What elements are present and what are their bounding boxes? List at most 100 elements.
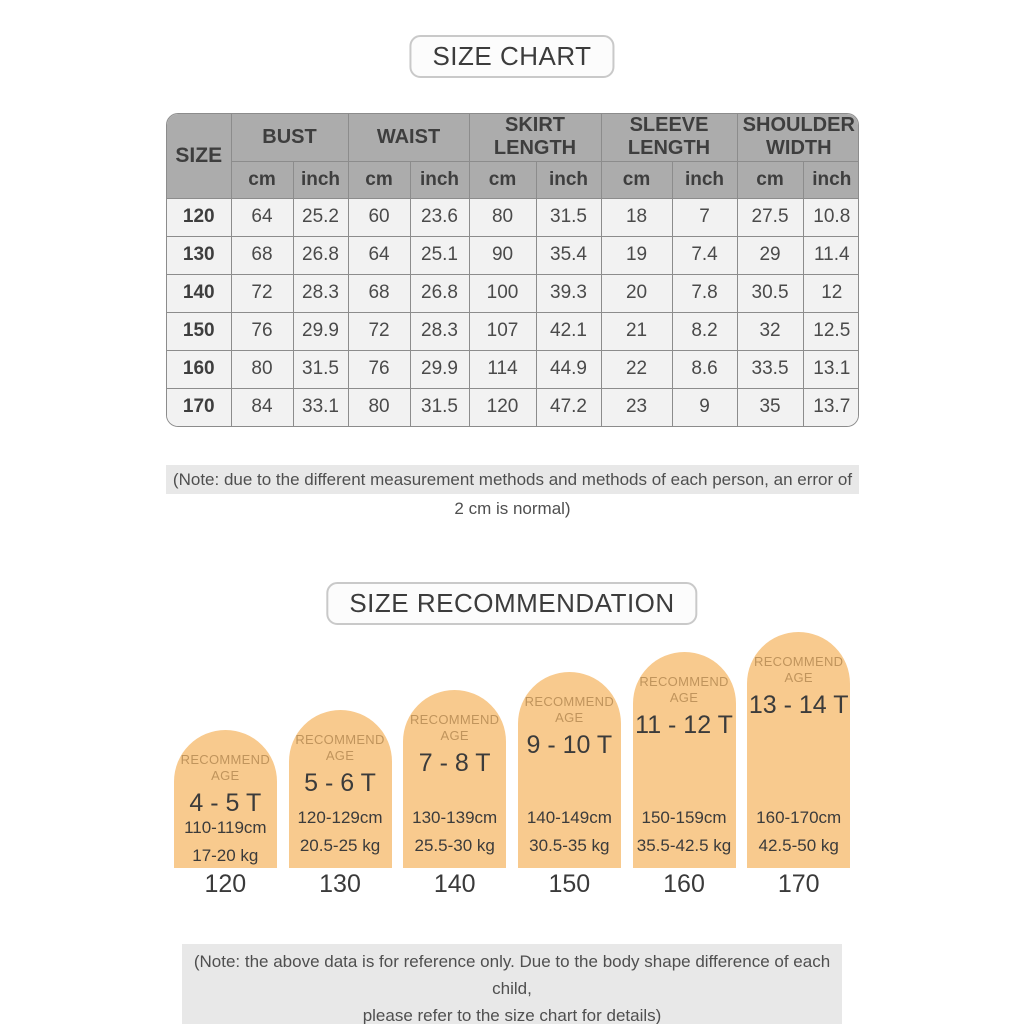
recommendation-card-130: RECOMMEND AGE 5 - 6 T 120-129cm 20.5-25 … bbox=[288, 710, 392, 868]
cell: 31.5 bbox=[535, 197, 602, 237]
recommendation-card-170: RECOMMEND AGE 13 - 14 T 160-170cm 42.5-5… bbox=[747, 632, 851, 868]
table-row: 130 68 26.8 64 25.1 90 35.4 19 7.4 29 11… bbox=[167, 235, 858, 275]
cell: 26.8 bbox=[409, 273, 470, 313]
cell: 7.8 bbox=[671, 273, 738, 313]
cell: 8.2 bbox=[671, 311, 738, 351]
height-range: 160-170cm bbox=[756, 808, 842, 827]
cell: 20 bbox=[600, 273, 673, 313]
cell: 21 bbox=[600, 311, 673, 351]
recommend-age-label: RECOMMEND AGE bbox=[524, 694, 615, 725]
row-size: 160 bbox=[167, 349, 232, 389]
cell: 32 bbox=[736, 311, 804, 351]
cell: 76 bbox=[230, 311, 294, 351]
unit-shoulder-cm: cm bbox=[736, 160, 804, 199]
cell: 23.6 bbox=[409, 197, 470, 237]
row-size: 170 bbox=[167, 387, 232, 426]
size-labels: 120 130 140 150 160 170 bbox=[168, 870, 856, 899]
table-row: 160 80 31.5 76 29.9 114 44.9 22 8.6 33.5… bbox=[167, 349, 858, 389]
cell: 76 bbox=[347, 349, 411, 389]
size-table: SIZE BUST WAIST SKIRT LENGTH SLEEVE LENG… bbox=[166, 113, 859, 427]
cell: 30.5 bbox=[736, 273, 804, 313]
recommendation-card-140: RECOMMEND AGE 7 - 8 T 130-139cm 25.5-30 … bbox=[403, 690, 507, 868]
table-header-group-row: SIZE BUST WAIST SKIRT LENGTH SLEEVE LENG… bbox=[167, 114, 858, 199]
unit-waist-cm: cm bbox=[347, 160, 411, 199]
cell: 35 bbox=[736, 387, 804, 426]
age-range: 5 - 6 T bbox=[304, 769, 376, 797]
cell: 31.5 bbox=[409, 387, 470, 426]
cell: 25.2 bbox=[292, 197, 349, 237]
cell: 12 bbox=[802, 273, 858, 313]
unit-skirt-cm: cm bbox=[468, 160, 537, 199]
col-header-bust: BUST bbox=[230, 114, 349, 162]
weight-range: 35.5-42.5 kg bbox=[636, 836, 732, 855]
recommend-age-label: RECOMMEND AGE bbox=[639, 674, 729, 705]
row-size: 140 bbox=[167, 273, 232, 313]
cell: 7 bbox=[671, 197, 738, 237]
col-header-sleeve-length: SLEEVE LENGTH bbox=[600, 114, 738, 162]
row-size: 130 bbox=[167, 235, 232, 275]
col-header-waist: WAIST bbox=[347, 114, 470, 162]
reference-note: (Note: the above data is for reference o… bbox=[182, 944, 842, 1024]
cell: 12.5 bbox=[802, 311, 858, 351]
cell: 68 bbox=[347, 273, 411, 313]
reference-note-line2: please refer to the size chart for detai… bbox=[362, 1006, 662, 1024]
cell: 35.4 bbox=[535, 235, 602, 275]
cell: 7.4 bbox=[671, 235, 738, 275]
unit-bust-cm: cm bbox=[230, 160, 294, 199]
card-column: RECOMMEND AGE 13 - 14 T 160-170cm 42.5-5… bbox=[741, 632, 856, 868]
unit-sleeve-inch: inch bbox=[671, 160, 738, 199]
card-column: RECOMMEND AGE 5 - 6 T 120-129cm 20.5-25 … bbox=[283, 710, 398, 868]
card-column: RECOMMEND AGE 7 - 8 T 130-139cm 25.5-30 … bbox=[397, 690, 512, 868]
cell: 80 bbox=[230, 349, 294, 389]
cell: 27.5 bbox=[736, 197, 804, 237]
size-label-170: 170 bbox=[777, 870, 820, 898]
age-range: 4 - 5 T bbox=[189, 789, 262, 817]
height-range: 130-139cm bbox=[412, 808, 498, 827]
weight-range: 17-20 kg bbox=[192, 846, 259, 865]
cell: 114 bbox=[468, 349, 537, 389]
recommendation-card-120: RECOMMEND AGE 4 - 5 T 110-119cm 17-20 kg bbox=[173, 730, 277, 868]
height-range: 110-119cm bbox=[184, 818, 267, 837]
cell: 80 bbox=[468, 197, 537, 237]
cell: 72 bbox=[347, 311, 411, 351]
cell: 26.8 bbox=[292, 235, 349, 275]
row-size: 150 bbox=[167, 311, 232, 351]
cell: 80 bbox=[347, 387, 411, 426]
cell: 23 bbox=[600, 387, 673, 426]
unit-shoulder-inch: inch bbox=[802, 160, 858, 199]
col-header-skirt-length: SKIRT LENGTH bbox=[468, 114, 602, 162]
cell: 22 bbox=[600, 349, 673, 389]
row-size: 120 bbox=[167, 197, 232, 237]
reference-note-line1: (Note: the above data is for reference o… bbox=[193, 952, 831, 998]
cell: 84 bbox=[230, 387, 294, 426]
recommendation-card-160: RECOMMEND AGE 11 - 12 T 150-159cm 35.5-4… bbox=[632, 652, 736, 868]
cell: 90 bbox=[468, 235, 537, 275]
cell: 33.1 bbox=[292, 387, 349, 426]
table-row: 150 76 29.9 72 28.3 107 42.1 21 8.2 32 1… bbox=[167, 311, 858, 351]
cell: 29 bbox=[736, 235, 804, 275]
size-label-140: 140 bbox=[433, 870, 476, 898]
cell: 39.3 bbox=[535, 273, 602, 313]
table-row: 140 72 28.3 68 26.8 100 39.3 20 7.8 30.5… bbox=[167, 273, 858, 313]
card-column: RECOMMEND AGE 4 - 5 T 110-119cm 17-20 kg bbox=[168, 730, 283, 868]
cell: 25.1 bbox=[409, 235, 470, 275]
recommend-age-label: RECOMMEND AGE bbox=[295, 732, 385, 763]
age-range: 9 - 10 T bbox=[526, 731, 613, 759]
cell: 13.1 bbox=[802, 349, 858, 389]
cell: 42.1 bbox=[535, 311, 602, 351]
table-header-unit-row: cm inch cm inch cm inch cm inch cm inch bbox=[167, 160, 858, 199]
cell: 18 bbox=[600, 197, 673, 237]
cell: 33.5 bbox=[736, 349, 804, 389]
height-range: 150-159cm bbox=[641, 808, 727, 827]
unit-bust-inch: inch bbox=[292, 160, 349, 199]
weight-range: 30.5-35 kg bbox=[529, 836, 610, 855]
card-column: RECOMMEND AGE 9 - 10 T 140-149cm 30.5-35… bbox=[512, 672, 627, 868]
cell: 28.3 bbox=[409, 311, 470, 351]
cell: 60 bbox=[347, 197, 411, 237]
cell: 19 bbox=[600, 235, 673, 275]
size-label-160: 160 bbox=[663, 870, 705, 898]
cell: 47.2 bbox=[535, 387, 602, 426]
cell: 13.7 bbox=[802, 387, 858, 426]
cell: 72 bbox=[230, 273, 294, 313]
